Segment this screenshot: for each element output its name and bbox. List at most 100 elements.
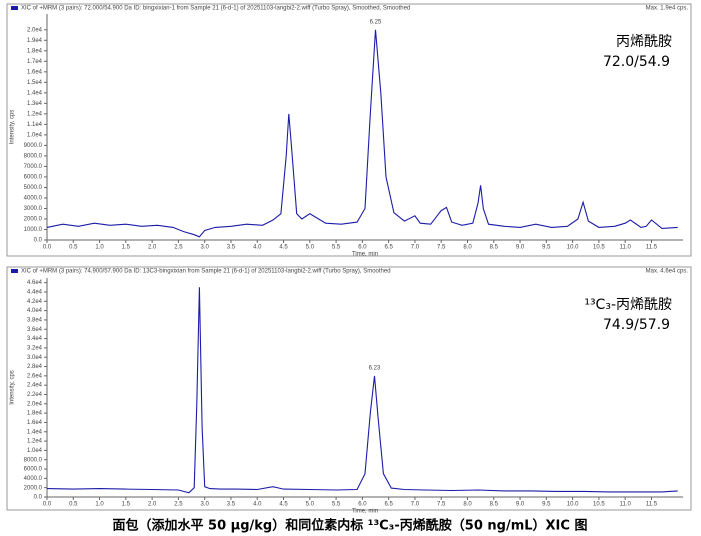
- x-tick-label: 6.0: [358, 502, 367, 508]
- y-tick-label: 0.0: [34, 495, 43, 501]
- data-line: [46, 287, 678, 494]
- x-tick-label: 4.0: [253, 502, 262, 508]
- x-tick-label: 2.5: [174, 245, 183, 251]
- y-tick-label: 4000.0: [24, 196, 43, 202]
- x-tick-label: 7.5: [437, 502, 446, 508]
- compound-name: ¹³C₃-丙烯酰胺: [584, 297, 672, 313]
- x-tick-label: 1.0: [95, 502, 104, 508]
- x-tick-label: 2.0: [148, 245, 157, 251]
- y-tick-label: 2.0e4: [27, 401, 43, 407]
- x-tick-label: 6.5: [384, 502, 393, 508]
- x-tick-label: 4.5: [279, 245, 288, 251]
- y-axis-label: Intensity, cps: [10, 110, 16, 145]
- y-tick-label: 4.0e4: [27, 308, 43, 314]
- x-tick-label: 3.0: [201, 245, 210, 251]
- y-tick-label: 2000.0: [24, 217, 43, 223]
- x-tick-label: 10.0: [567, 502, 579, 508]
- y-tick-label: 2.4e4: [27, 383, 43, 389]
- y-tick-label: 3000.0: [24, 206, 43, 212]
- max-label: Max. 4.6e4 cps.: [646, 269, 689, 275]
- x-tick-label: 0.5: [69, 502, 78, 508]
- y-tick-label: 6000.0: [24, 467, 43, 473]
- x-tick-label: 0.0: [43, 245, 52, 251]
- x-tick-label: 0.5: [69, 245, 78, 251]
- y-tick-label: 1.6e4: [27, 420, 43, 426]
- y-tick-label: 1.4e4: [27, 90, 43, 96]
- x-tick-label: 7.5: [437, 245, 446, 251]
- x-tick-label: 3.0: [201, 502, 210, 508]
- y-tick-label: 2.8e4: [27, 364, 43, 370]
- y-tick-label: 4000.0: [24, 476, 43, 482]
- y-tick-label: 4.4e4: [27, 290, 43, 296]
- y-tick-label: 7000.0: [24, 164, 43, 170]
- x-tick-label: 5.0: [306, 502, 315, 508]
- transition: 74.9/57.9: [603, 317, 670, 333]
- y-tick-label: 4.2e4: [27, 299, 43, 305]
- x-tick-label: 10.0: [567, 245, 579, 251]
- x-tick-label: 4.0: [253, 245, 262, 251]
- x-tick-label: 3.5: [227, 245, 236, 251]
- x-tick-label: 2.0: [148, 502, 157, 508]
- x-tick-label: 5.5: [332, 502, 341, 508]
- y-tick-label: 2.6e4: [27, 373, 43, 379]
- panel-frame: [6, 266, 692, 511]
- y-tick-label: 1.2e4: [27, 439, 43, 445]
- x-tick-label: 9.0: [516, 245, 525, 251]
- x-tick-label: 8.5: [490, 245, 499, 251]
- y-tick-label: 1.4e4: [27, 429, 43, 435]
- y-tick-label: 1.1e4: [27, 122, 43, 128]
- transition: 72.0/54.9: [603, 54, 670, 70]
- x-axis-label: Time, min: [352, 509, 378, 515]
- peak-label: 6.23: [369, 365, 381, 371]
- y-tick-label: 1.7e4: [27, 59, 43, 65]
- y-tick-label: 1.9e4: [27, 38, 43, 44]
- y-tick-label: 1000.0: [24, 227, 43, 233]
- x-tick-label: 5.5: [332, 245, 341, 251]
- x-tick-label: 11.0: [620, 245, 632, 251]
- y-tick-label: 8000.0: [24, 457, 43, 463]
- y-tick-label: 3.4e4: [27, 336, 43, 342]
- x-tick-label: 6.0: [358, 245, 367, 251]
- x-tick-label: 8.5: [490, 502, 499, 508]
- compound-name: 丙烯酰胺: [616, 34, 672, 50]
- y-tick-label: 3.2e4: [27, 345, 43, 351]
- y-tick-label: 1.0e4: [27, 448, 43, 454]
- y-tick-label: 1.8e4: [27, 48, 43, 54]
- y-axis-label: Intensity, cps: [10, 370, 16, 405]
- x-tick-label: 9.0: [516, 502, 525, 508]
- y-tick-label: 4.6e4: [27, 280, 43, 286]
- x-axis-label: Time, min: [352, 252, 378, 258]
- legend-label: XIC of +MRM (3 pairs): 74.900/57.900 Da …: [21, 269, 391, 275]
- x-tick-label: 11.5: [646, 245, 658, 251]
- x-tick-label: 6.5: [384, 245, 393, 251]
- x-tick-label: 1.5: [122, 245, 131, 251]
- y-tick-label: 3.0e4: [27, 355, 43, 361]
- x-tick-label: 0.0: [43, 502, 52, 508]
- y-tick-label: 3.8e4: [27, 318, 43, 324]
- y-tick-label: 2000.0: [24, 485, 43, 491]
- y-tick-label: 2.2e4: [27, 392, 43, 398]
- x-tick-label: 4.5: [279, 502, 288, 508]
- x-tick-label: 8.0: [463, 502, 472, 508]
- x-tick-label: 7.0: [411, 502, 420, 508]
- y-tick-label: 1.0e4: [27, 132, 43, 138]
- x-tick-label: 7.0: [411, 245, 420, 251]
- y-tick-label: 6000.0: [24, 175, 43, 181]
- y-tick-label: 1.2e4: [27, 111, 43, 117]
- x-tick-label: 11.0: [620, 502, 632, 508]
- panel-frame: [6, 3, 692, 257]
- legend-swatch: [11, 269, 18, 273]
- x-tick-label: 10.5: [593, 502, 605, 508]
- x-tick-label: 5.0: [306, 245, 315, 251]
- y-tick-label: 9000.0: [24, 143, 43, 149]
- legend-label: XIC of +MRM (3 pairs): 72.000/54.900 Da …: [21, 6, 410, 12]
- x-tick-label: 8.0: [463, 245, 472, 251]
- x-tick-label: 9.5: [542, 502, 551, 508]
- y-tick-label: 2.0e4: [27, 27, 43, 33]
- x-tick-label: 10.5: [593, 245, 605, 251]
- y-tick-label: 1.3e4: [27, 101, 43, 107]
- legend-swatch: [11, 6, 18, 10]
- y-tick-label: 1.6e4: [27, 69, 43, 75]
- y-tick-label: 8000.0: [24, 153, 43, 159]
